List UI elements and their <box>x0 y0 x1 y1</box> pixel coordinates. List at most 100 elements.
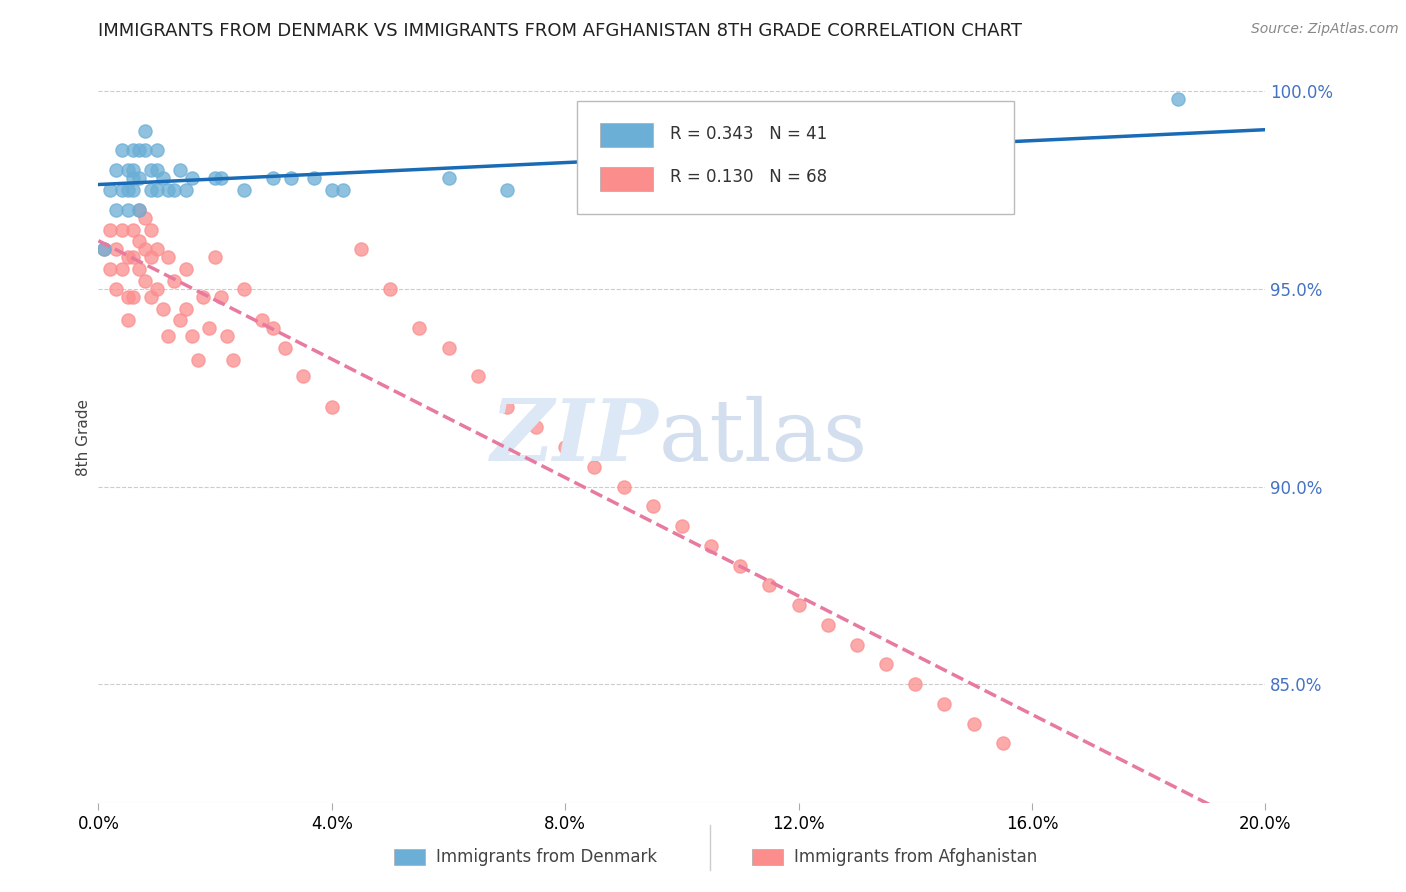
Point <box>152 301 174 316</box>
Point <box>111 183 134 197</box>
Point <box>134 211 156 225</box>
FancyBboxPatch shape <box>576 101 1015 214</box>
Point <box>198 321 221 335</box>
Point <box>1167 92 1189 106</box>
Point <box>321 183 343 197</box>
Point <box>304 171 326 186</box>
Point <box>321 401 343 415</box>
Point <box>117 290 139 304</box>
Point <box>117 163 139 178</box>
Text: Source: ZipAtlas.com: Source: ZipAtlas.com <box>1251 22 1399 37</box>
Point <box>104 163 127 178</box>
Point <box>104 242 127 256</box>
Y-axis label: 8th Grade: 8th Grade <box>76 399 91 475</box>
Point <box>758 578 780 592</box>
Text: atlas: atlas <box>658 395 868 479</box>
Point <box>122 183 145 197</box>
Point <box>146 282 169 296</box>
Point <box>378 282 402 296</box>
Point <box>437 341 460 355</box>
Point <box>187 353 209 368</box>
Point <box>193 290 215 304</box>
Point <box>612 479 634 493</box>
Point <box>221 353 243 368</box>
Point <box>128 235 150 249</box>
Point <box>332 183 354 197</box>
Point <box>122 250 145 264</box>
Point <box>128 202 150 217</box>
Point <box>128 144 150 158</box>
Point <box>146 183 169 197</box>
Point <box>875 657 897 672</box>
Point <box>554 440 576 454</box>
Point <box>174 262 197 277</box>
Point <box>169 313 191 327</box>
Point <box>583 459 606 474</box>
Point <box>817 618 839 632</box>
Point <box>174 183 197 197</box>
Point <box>122 144 145 158</box>
Point <box>524 420 547 434</box>
Point <box>117 313 139 327</box>
Point <box>128 262 150 277</box>
Point <box>467 368 489 383</box>
Text: ZIP: ZIP <box>491 395 658 479</box>
Text: R = 0.130   N = 68: R = 0.130 N = 68 <box>671 169 827 186</box>
Point <box>134 274 156 288</box>
Point <box>728 558 751 573</box>
Text: R = 0.343   N = 41: R = 0.343 N = 41 <box>671 125 828 143</box>
Point <box>671 519 693 533</box>
Point <box>93 242 115 256</box>
Point <box>111 262 134 277</box>
Point <box>93 242 115 256</box>
Point <box>139 183 162 197</box>
Point <box>671 183 693 197</box>
Point <box>157 250 180 264</box>
Point <box>163 183 186 197</box>
Point <box>350 242 373 256</box>
Point <box>122 163 145 178</box>
Point <box>117 202 139 217</box>
Point <box>122 222 145 236</box>
Point <box>111 144 134 158</box>
Point <box>134 123 156 137</box>
Point <box>495 183 517 197</box>
Point <box>146 242 169 256</box>
Point <box>180 171 202 186</box>
Bar <box>600 167 652 191</box>
Point <box>157 183 180 197</box>
Point <box>262 171 284 186</box>
Point <box>845 638 868 652</box>
Point <box>128 171 150 186</box>
Point <box>98 222 121 236</box>
Point <box>117 250 139 264</box>
Point <box>98 262 121 277</box>
Point <box>204 171 226 186</box>
Point <box>215 329 238 343</box>
Point <box>233 282 256 296</box>
Text: Immigrants from Afghanistan: Immigrants from Afghanistan <box>794 848 1038 866</box>
Point <box>280 171 302 186</box>
Text: IMMIGRANTS FROM DENMARK VS IMMIGRANTS FROM AFGHANISTAN 8TH GRADE CORRELATION CHA: IMMIGRANTS FROM DENMARK VS IMMIGRANTS FR… <box>98 22 1022 40</box>
Point <box>700 539 723 553</box>
Point <box>139 222 162 236</box>
Point <box>209 290 232 304</box>
Point <box>904 677 927 691</box>
Point <box>169 163 191 178</box>
Point <box>111 222 134 236</box>
Point <box>641 500 664 514</box>
Bar <box>600 123 652 146</box>
Point <box>152 171 174 186</box>
Point <box>104 282 127 296</box>
Point <box>139 290 162 304</box>
Point <box>163 274 186 288</box>
Point <box>495 401 517 415</box>
Point <box>274 341 297 355</box>
Point <box>408 321 430 335</box>
Point <box>787 598 810 612</box>
Point <box>262 321 284 335</box>
Point <box>134 242 156 256</box>
Point <box>98 183 121 197</box>
Point <box>146 144 169 158</box>
Point <box>204 250 226 264</box>
